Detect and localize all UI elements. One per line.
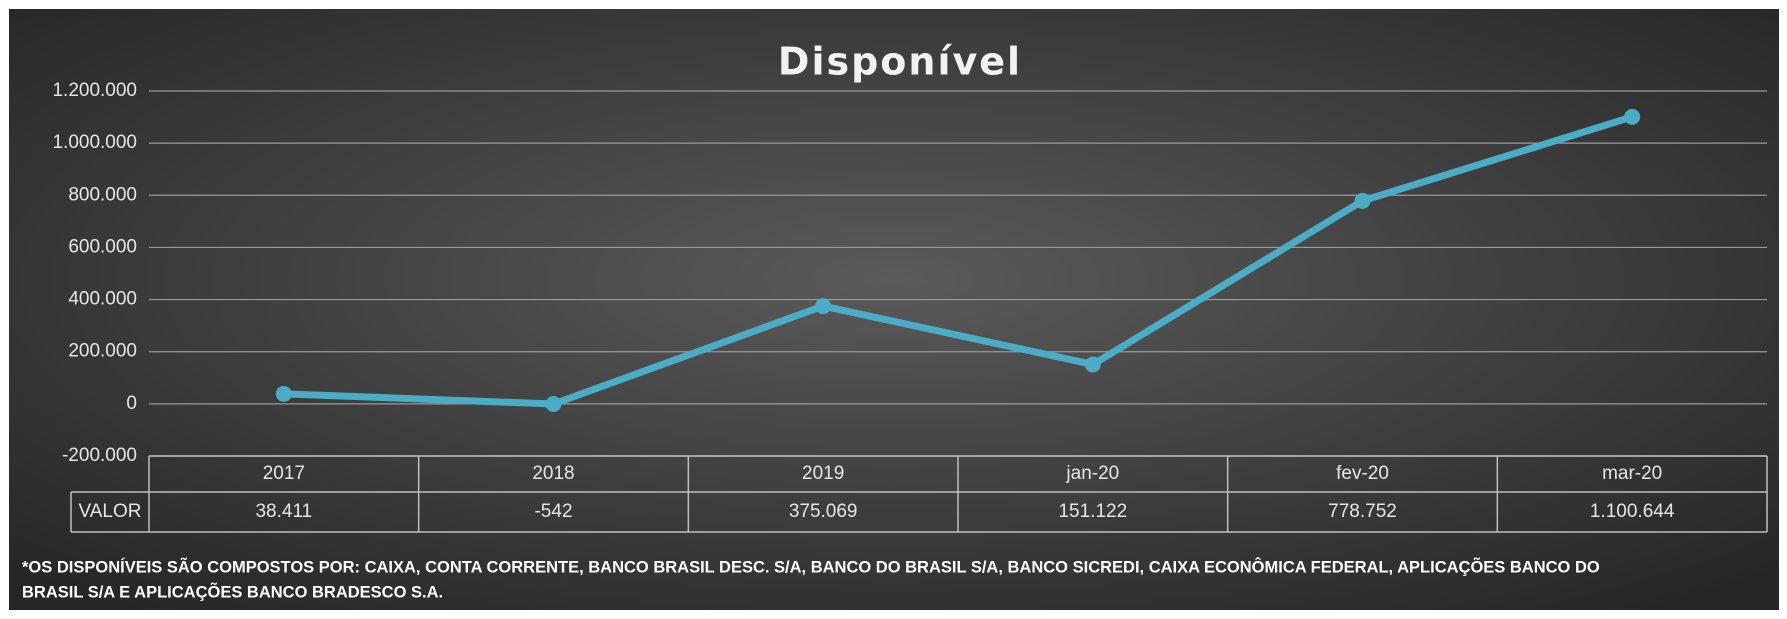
y-tick-label: 600.000: [68, 236, 137, 257]
y-tick-label: 1.000.000: [52, 132, 137, 153]
data-label: 778.752: [1328, 501, 1397, 522]
data-point: [1084, 356, 1101, 373]
y-tick-label: 0: [126, 393, 137, 414]
x-tick-label: 2017: [263, 463, 305, 484]
data-label: 1.100.644: [1590, 501, 1675, 522]
y-tick-label: 200.000: [68, 341, 137, 362]
footnote: *OS DISPONÍVEIS SÃO COMPOSTOS POR: CAIXA…: [22, 556, 1600, 576]
x-tick-label: mar-20: [1602, 463, 1662, 484]
data-point: [815, 298, 832, 315]
data-point: [1624, 108, 1641, 125]
data-label: -542: [534, 501, 572, 522]
x-tick-label: fev-20: [1336, 463, 1389, 484]
chart-background: [9, 9, 1779, 610]
data-label: 151.122: [1058, 501, 1127, 522]
legend-label: VALOR: [78, 501, 141, 522]
data-label: 375.069: [789, 501, 858, 522]
data-point: [275, 385, 292, 402]
y-tick-label: -200.000: [62, 445, 137, 466]
x-tick-label: 2019: [802, 463, 844, 484]
x-tick-label: jan-20: [1065, 463, 1119, 484]
y-tick-label: 400.000: [68, 289, 137, 310]
data-point: [1354, 192, 1371, 209]
y-tick-label: 800.000: [68, 184, 137, 205]
data-point: [545, 395, 562, 412]
line-series: [283, 113, 1634, 408]
chart-title: Disponível: [778, 40, 1022, 84]
footnote: BRASIL S/A E APLICAÇÕES BANCO BRADESCO S…: [22, 581, 443, 601]
data-label: 38.411: [255, 501, 312, 522]
x-tick-label: 2018: [532, 463, 574, 484]
y-tick-label: 1.200.000: [52, 80, 137, 101]
